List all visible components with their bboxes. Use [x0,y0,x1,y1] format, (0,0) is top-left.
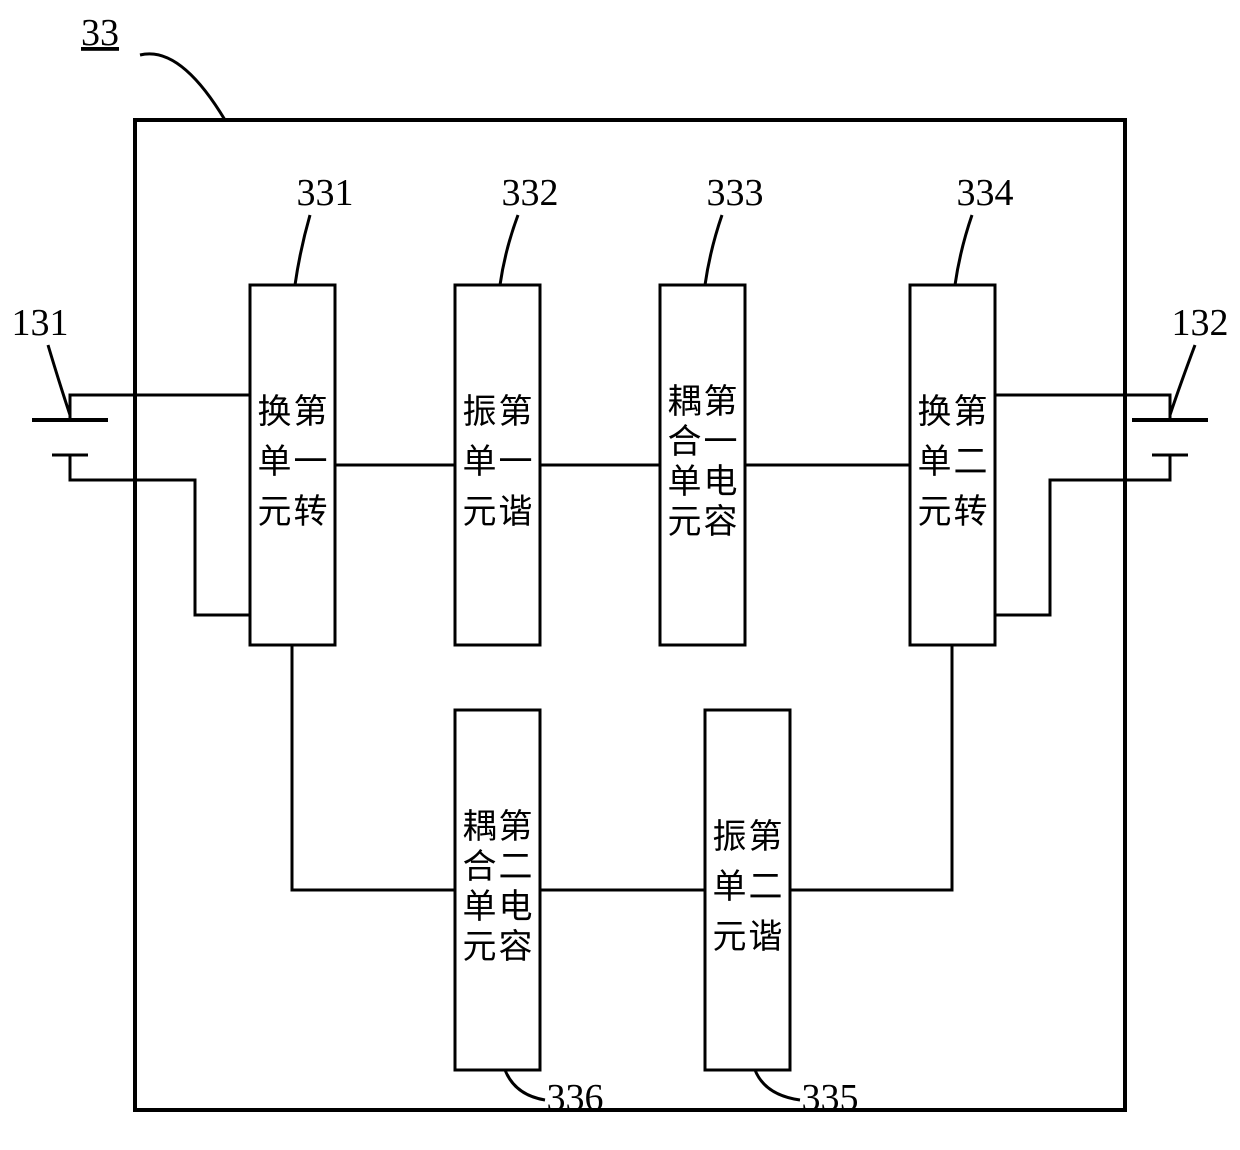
block-333-ref: 333 [707,172,764,214]
block-336-ref: 336 [547,1077,604,1119]
block-332-ref: 332 [502,172,559,214]
block-335-ref: 335 [802,1077,859,1119]
outer-ref-label: 33 [81,12,119,54]
block-331-ref: 331 [297,172,354,214]
battery-132-ref: 132 [1172,302,1229,344]
block-334-ref: 334 [957,172,1014,214]
battery-131-ref: 131 [12,302,69,344]
